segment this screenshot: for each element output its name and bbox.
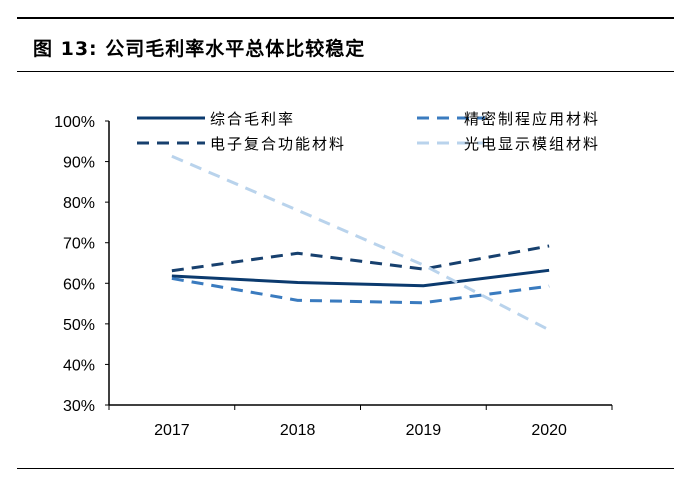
x-tick-label: 2019	[406, 422, 442, 439]
legend-label: 综合毛利率	[210, 111, 295, 128]
legend-label: 电子复合功能材料	[210, 135, 346, 153]
legend-label: 光电显示模组材料	[464, 136, 600, 153]
x-tick-label: 2020	[531, 422, 567, 439]
y-tick-label: 60%	[63, 276, 95, 293]
y-tick-label: 40%	[63, 357, 95, 374]
top-rule	[17, 17, 674, 19]
x-tick-label: 2018	[280, 422, 316, 439]
y-tick-label: 80%	[63, 195, 95, 212]
series-line-2	[171, 244, 550, 273]
y-tick-label: 30%	[63, 398, 95, 415]
y-tick-label: 90%	[63, 155, 95, 172]
y-tick-label: 70%	[63, 236, 95, 253]
bottom-rule	[17, 468, 674, 469]
series-line-1	[171, 276, 550, 305]
y-tick-label: 50%	[63, 317, 95, 334]
y-tick-label: 100%	[54, 114, 95, 131]
title-rule	[17, 71, 674, 72]
figure-title: 图 13: 公司毛利率水平总体比较稳定	[33, 38, 366, 60]
series-line-3	[171, 154, 550, 332]
legend-label: 精密制程应用材料	[464, 110, 600, 128]
series-line-0	[171, 268, 550, 288]
x-tick-label: 2017	[154, 422, 190, 439]
